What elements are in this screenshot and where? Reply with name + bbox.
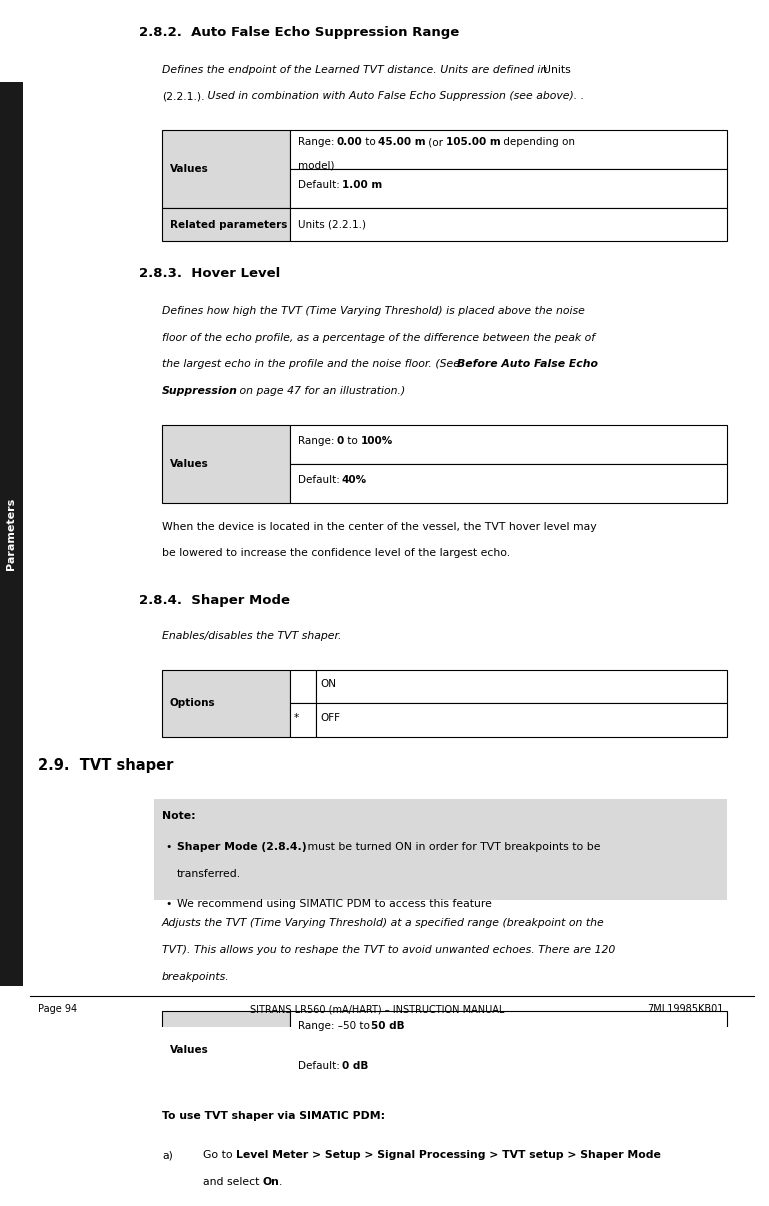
FancyBboxPatch shape <box>290 1011 727 1049</box>
Text: When the device is located in the center of the vessel, the TVT hover level may: When the device is located in the center… <box>162 522 597 532</box>
Text: 2.8.4.  Shaper Mode: 2.8.4. Shaper Mode <box>139 593 291 607</box>
FancyBboxPatch shape <box>290 130 727 170</box>
Text: Values: Values <box>169 164 208 175</box>
Text: model): model) <box>298 160 335 170</box>
Text: 0 dB: 0 dB <box>342 1060 368 1071</box>
Text: 2.9.  TVT shaper: 2.9. TVT shaper <box>38 757 173 773</box>
Text: 100%: 100% <box>361 437 393 446</box>
FancyBboxPatch shape <box>162 1011 290 1089</box>
Text: Adjusts the TVT (Time Varying Threshold) at a specified range (breakpoint on the: Adjusts the TVT (Time Varying Threshold)… <box>162 918 604 929</box>
Text: must be turned ON in order for TVT breakpoints to be: must be turned ON in order for TVT break… <box>304 842 601 853</box>
Text: transferred.: transferred. <box>177 868 241 879</box>
Text: Range:: Range: <box>298 437 338 446</box>
Text: OFF: OFF <box>320 713 340 722</box>
Text: Values: Values <box>169 1044 208 1054</box>
FancyBboxPatch shape <box>317 703 727 737</box>
Text: Defines the endpoint of the Learned TVT distance. Units are defined in: Defines the endpoint of the Learned TVT … <box>162 65 551 75</box>
Text: be lowered to increase the confidence level of the largest echo.: be lowered to increase the confidence le… <box>162 549 510 558</box>
FancyBboxPatch shape <box>290 703 317 737</box>
Text: (or: (or <box>425 137 446 147</box>
Text: Units (2.2.1.): Units (2.2.1.) <box>298 219 365 230</box>
Text: Values: Values <box>169 459 208 469</box>
FancyBboxPatch shape <box>162 209 290 241</box>
Text: (2.2.1.).: (2.2.1.). <box>162 92 205 101</box>
Text: depending on: depending on <box>500 137 574 147</box>
Text: 105.00 m: 105.00 m <box>446 137 501 147</box>
FancyBboxPatch shape <box>162 130 290 209</box>
Text: .: . <box>278 1177 282 1187</box>
Text: floor of the echo profile, as a percentage of the difference between the peak of: floor of the echo profile, as a percenta… <box>162 333 595 343</box>
Text: Note:: Note: <box>162 812 195 821</box>
Text: 50 dB: 50 dB <box>371 1021 404 1031</box>
Text: 0: 0 <box>337 437 344 446</box>
Text: 2.8.2.  Auto False Echo Suppression Range: 2.8.2. Auto False Echo Suppression Range <box>139 25 460 39</box>
Text: Options: Options <box>169 698 215 708</box>
Text: •: • <box>166 898 172 908</box>
Text: SITRANS LR560 (mA/HART) – INSTRUCTION MANUAL: SITRANS LR560 (mA/HART) – INSTRUCTION MA… <box>250 1005 504 1014</box>
Text: 1.00 m: 1.00 m <box>342 181 382 191</box>
Text: TVT). This allows you to reshape the TVT to avoid unwanted echoes. There are 120: TVT). This allows you to reshape the TVT… <box>162 944 615 955</box>
FancyBboxPatch shape <box>290 170 727 209</box>
FancyBboxPatch shape <box>0 82 22 987</box>
Text: Default:: Default: <box>298 1060 343 1071</box>
Text: Range: –50 to: Range: –50 to <box>298 1021 373 1031</box>
Text: the largest echo in the profile and the noise floor. (See: the largest echo in the profile and the … <box>162 359 464 369</box>
Text: Suppression: Suppression <box>162 386 238 396</box>
FancyBboxPatch shape <box>290 209 727 241</box>
Text: breakpoints.: breakpoints. <box>162 972 230 982</box>
FancyBboxPatch shape <box>290 1049 727 1089</box>
Text: 40%: 40% <box>342 475 367 485</box>
FancyBboxPatch shape <box>162 669 290 737</box>
Text: ON: ON <box>320 679 336 689</box>
Text: and select: and select <box>204 1177 263 1187</box>
Text: 45.00 m: 45.00 m <box>378 137 426 147</box>
Text: Default:: Default: <box>298 181 343 191</box>
Text: 7ML19985KB01: 7ML19985KB01 <box>647 1005 724 1014</box>
Text: Page 94: Page 94 <box>38 1005 77 1014</box>
FancyBboxPatch shape <box>162 426 290 503</box>
Text: on page 47 for an illustration.): on page 47 for an illustration.) <box>236 386 405 396</box>
Text: *: * <box>294 713 299 722</box>
FancyBboxPatch shape <box>290 426 727 464</box>
FancyBboxPatch shape <box>317 669 727 703</box>
FancyBboxPatch shape <box>155 800 727 900</box>
Text: 2.8.3.  Hover Level: 2.8.3. Hover Level <box>139 267 281 280</box>
Text: 0.00: 0.00 <box>337 137 362 147</box>
Text: We recommend using SIMATIC PDM to access this feature: We recommend using SIMATIC PDM to access… <box>177 898 492 908</box>
FancyBboxPatch shape <box>290 669 317 703</box>
Text: Used in combination with Auto False Echo Suppression (see above). .: Used in combination with Auto False Echo… <box>204 92 584 101</box>
Text: Parameters: Parameters <box>6 498 16 570</box>
Text: Related parameters: Related parameters <box>169 219 287 230</box>
Text: a): a) <box>162 1151 173 1160</box>
Text: Before Auto False Echo: Before Auto False Echo <box>458 359 598 369</box>
Text: •: • <box>166 842 172 853</box>
Text: On: On <box>262 1177 279 1187</box>
FancyBboxPatch shape <box>290 464 727 503</box>
Text: Level Meter > Setup > Signal Processing > TVT setup > Shaper Mode: Level Meter > Setup > Signal Processing … <box>236 1151 661 1160</box>
Text: Shaper Mode (2.8.4.): Shaper Mode (2.8.4.) <box>177 842 307 853</box>
Text: Default:: Default: <box>298 475 343 485</box>
Text: Range:: Range: <box>298 137 338 147</box>
Text: Defines how high the TVT (Time Varying Threshold) is placed above the noise: Defines how high the TVT (Time Varying T… <box>162 306 585 316</box>
Text: Units: Units <box>543 65 571 75</box>
Text: Enables/disables the TVT shaper.: Enables/disables the TVT shaper. <box>162 631 341 640</box>
Text: to: to <box>362 137 379 147</box>
Text: Go to: Go to <box>204 1151 237 1160</box>
Text: to: to <box>344 437 361 446</box>
Text: To use TVT shaper via SIMATIC PDM:: To use TVT shaper via SIMATIC PDM: <box>162 1111 385 1122</box>
